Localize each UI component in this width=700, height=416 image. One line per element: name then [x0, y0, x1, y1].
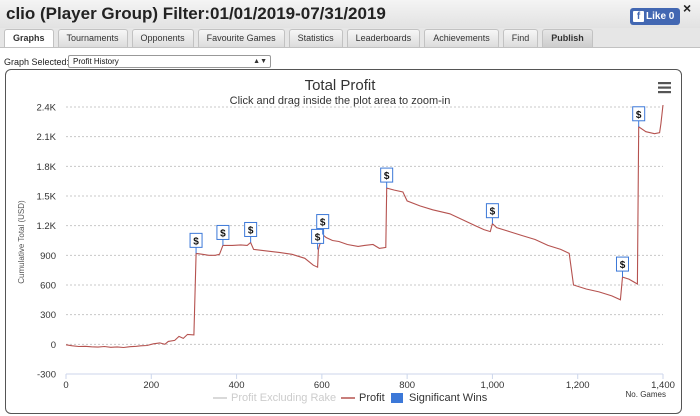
significant-win-label: $ — [320, 218, 326, 229]
significant-win-marker[interactable]: $ — [311, 228, 325, 250]
chart-legend[interactable]: Profit Excluding Rake Profit Significant W… — [213, 392, 488, 404]
graph-select-value: Profit History — [73, 57, 119, 66]
tab-find[interactable]: Find — [502, 29, 539, 47]
significant-win-marker[interactable]: $ — [485, 203, 499, 224]
tab-statistics[interactable]: Statistics — [288, 29, 343, 47]
significant-win-label: $ — [248, 225, 254, 236]
hamburger-menu-icon[interactable] — [658, 82, 671, 94]
like-label: Like — [646, 11, 667, 22]
graph-select-dropdown[interactable]: Profit History ▲▼ — [68, 55, 271, 68]
tab-favourite-games[interactable]: Favourite Games — [197, 29, 285, 47]
significant-win-label: $ — [490, 207, 496, 218]
y-tick-label: -300 — [37, 370, 56, 381]
significant-win-marker[interactable]: $ — [380, 167, 394, 189]
tab-leaderboards[interactable]: Leaderboards — [346, 29, 421, 47]
profit-line — [65, 104, 664, 349]
graph-selected-label: Graph Selected: — [4, 57, 70, 67]
chart-title: Total Profit — [305, 77, 377, 94]
marker-box — [244, 221, 258, 237]
legend-label: Profit — [359, 392, 385, 404]
x-tick-label: 1,000 — [481, 380, 505, 391]
y-tick-label: 0 — [51, 340, 56, 351]
close-icon[interactable]: × — [683, 0, 692, 16]
marker-box — [189, 232, 203, 248]
chart-subtitle: Click and drag inside the plot area to z… — [230, 95, 451, 107]
x-tick-label: 200 — [143, 380, 159, 391]
legend-label: Profit Excluding Rake — [231, 392, 336, 404]
x-tick-label: 800 — [399, 380, 415, 391]
legend-item[interactable]: Profit Excluding Rake — [213, 392, 336, 404]
window-title: clio (Player Group) Filter:01/01/2019-07… — [6, 4, 386, 23]
title-bar: clio (Player Group) Filter:01/01/2019-07… — [0, 0, 700, 28]
select-arrows-icon: ▲▼ — [253, 58, 267, 65]
tab-publish[interactable]: Publish — [542, 29, 593, 47]
profit-chart[interactable]: Total Profit Click and drag inside the p… — [6, 70, 682, 414]
marker-box — [311, 228, 325, 244]
tab-bar: Graphs Tournaments Opponents Favourite G… — [4, 29, 597, 47]
tab-tournaments[interactable]: Tournaments — [57, 29, 128, 47]
y-tick-label: 900 — [40, 251, 56, 262]
tab-achievements[interactable]: Achievements — [424, 29, 499, 47]
tab-opponents[interactable]: Opponents — [131, 29, 194, 47]
y-tick-label: 1.8K — [36, 162, 56, 173]
significant-win-marker[interactable]: $ — [244, 221, 258, 243]
legend-label: Significant Wins — [409, 392, 488, 404]
axis-labels: -300 0 300 600 900 1.2K 1.5K 1.8K 2.1K 2.4K 0 200 40… — [36, 103, 674, 392]
tab-graphs[interactable]: Graphs — [4, 29, 54, 47]
y-tick-label: 1.2K — [36, 221, 56, 232]
y-tick-label: 2.1K — [36, 132, 56, 143]
y-tick-label: 2.4K — [36, 103, 56, 114]
x-tick-label: 1,200 — [566, 380, 590, 391]
marker-box — [632, 106, 646, 122]
marker-box — [316, 214, 330, 230]
y-tick-label: 1.5K — [36, 192, 56, 203]
graphs-panel: Graph Selected: Profit History ▲▼ Total … — [0, 47, 700, 416]
significant-win-marker[interactable]: $ — [615, 256, 629, 278]
marker-box — [380, 167, 394, 183]
significant-win-marker[interactable]: $ — [316, 214, 330, 235]
legend-box-symbol — [391, 393, 403, 403]
x-tick-label: 400 — [229, 380, 245, 391]
profit-series — [65, 104, 664, 349]
grid-lines — [65, 106, 664, 379]
y-tick-label: 600 — [40, 281, 56, 292]
significant-wins-markers: $ $ $ $ $ $ $ $ $ — [189, 106, 646, 278]
significant-win-label: $ — [620, 260, 626, 271]
significant-win-label: $ — [384, 171, 390, 182]
marker-box — [485, 203, 499, 219]
legend-item[interactable]: Profit — [341, 392, 385, 404]
facebook-like-button[interactable]: f Like 0 — [630, 8, 680, 25]
y-tick-label: 300 — [40, 310, 56, 321]
significant-win-marker[interactable]: $ — [632, 106, 646, 127]
y-axis-title: Cumulative Total (USD) — [17, 200, 26, 284]
x-tick-label: 1,400 — [651, 380, 675, 391]
significant-win-label: $ — [636, 110, 642, 121]
marker-box — [615, 256, 629, 272]
x-axis-title: No. Games — [626, 390, 666, 399]
like-count: 0 — [668, 11, 675, 22]
legend-item[interactable]: Significant Wins — [391, 392, 488, 404]
x-tick-label: 0 — [63, 380, 68, 391]
significant-win-marker[interactable]: $ — [189, 232, 203, 254]
chart-container[interactable]: Total Profit Click and drag inside the p… — [5, 69, 682, 414]
significant-win-label: $ — [193, 236, 199, 247]
significant-win-label: $ — [220, 228, 226, 239]
facebook-icon: f — [633, 11, 644, 22]
x-tick-label: 600 — [314, 380, 330, 391]
significant-win-marker[interactable]: $ — [216, 224, 230, 246]
marker-box — [216, 224, 230, 240]
significant-win-label: $ — [315, 232, 321, 243]
